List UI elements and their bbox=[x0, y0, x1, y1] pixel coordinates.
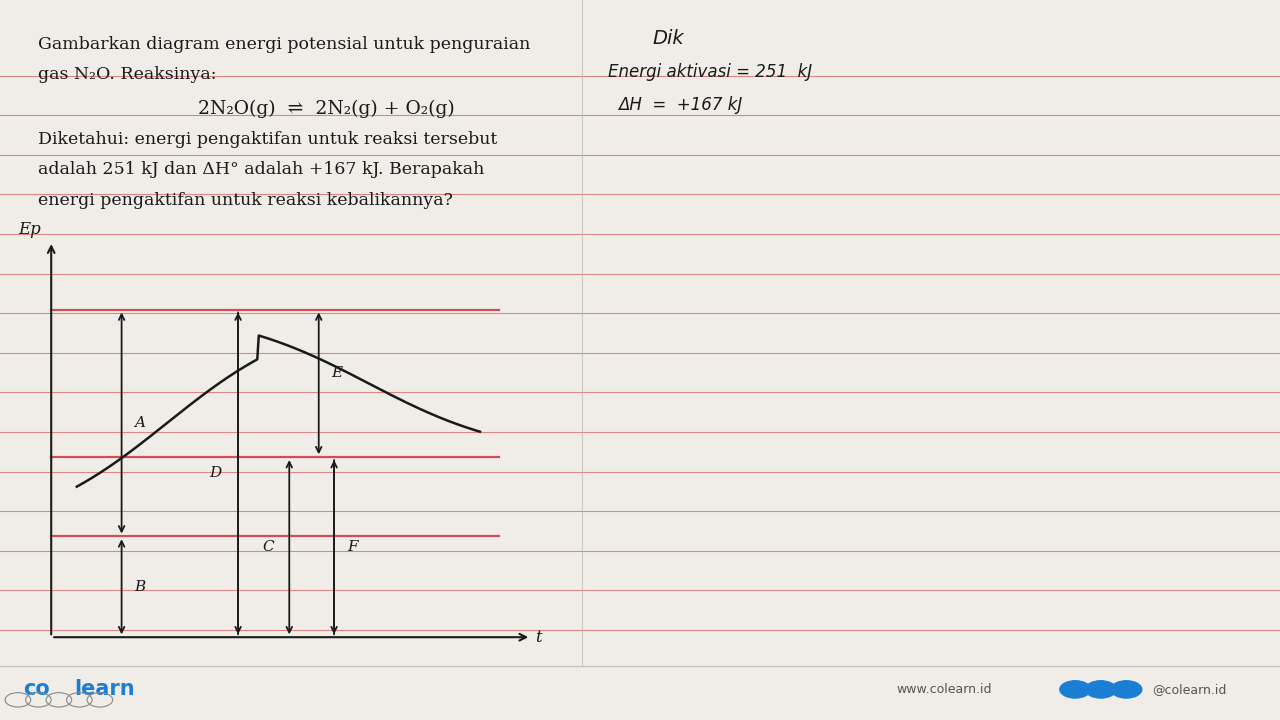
Text: Energi aktivasi = 251  kJ: Energi aktivasi = 251 kJ bbox=[608, 63, 812, 81]
Text: B: B bbox=[134, 580, 146, 594]
Text: Gambarkan diagram energi potensial untuk penguraian: Gambarkan diagram energi potensial untuk… bbox=[38, 36, 531, 53]
Text: co: co bbox=[23, 680, 50, 699]
Circle shape bbox=[1060, 681, 1091, 698]
Text: D: D bbox=[209, 467, 221, 480]
Text: C: C bbox=[262, 540, 274, 554]
Text: t: t bbox=[535, 629, 541, 646]
Text: Diketahui: energi pengaktifan untuk reaksi tersebut: Diketahui: energi pengaktifan untuk reak… bbox=[38, 131, 498, 148]
Text: @colearn.id: @colearn.id bbox=[1152, 683, 1226, 696]
Text: A: A bbox=[134, 416, 146, 430]
Circle shape bbox=[1111, 681, 1142, 698]
Text: www.colearn.id: www.colearn.id bbox=[896, 683, 992, 696]
Text: 2N₂O(g)  ⇌  2N₂(g) + O₂(g): 2N₂O(g) ⇌ 2N₂(g) + O₂(g) bbox=[198, 99, 456, 117]
Text: energi pengaktifan untuk reaksi kebalikannya?: energi pengaktifan untuk reaksi kebalika… bbox=[38, 192, 453, 209]
Text: gas N₂O. Reaksinya:: gas N₂O. Reaksinya: bbox=[38, 66, 216, 84]
Text: learn: learn bbox=[74, 680, 134, 699]
Circle shape bbox=[1085, 681, 1116, 698]
Text: Dik: Dik bbox=[653, 29, 685, 48]
Text: Ep: Ep bbox=[18, 220, 41, 238]
Text: E: E bbox=[332, 366, 343, 379]
Text: ΔH  =  +167 kJ: ΔH = +167 kJ bbox=[618, 96, 742, 114]
Text: F: F bbox=[347, 540, 357, 554]
Text: adalah 251 kJ dan ΔH° adalah +167 kJ. Berapakah: adalah 251 kJ dan ΔH° adalah +167 kJ. Be… bbox=[38, 161, 485, 179]
